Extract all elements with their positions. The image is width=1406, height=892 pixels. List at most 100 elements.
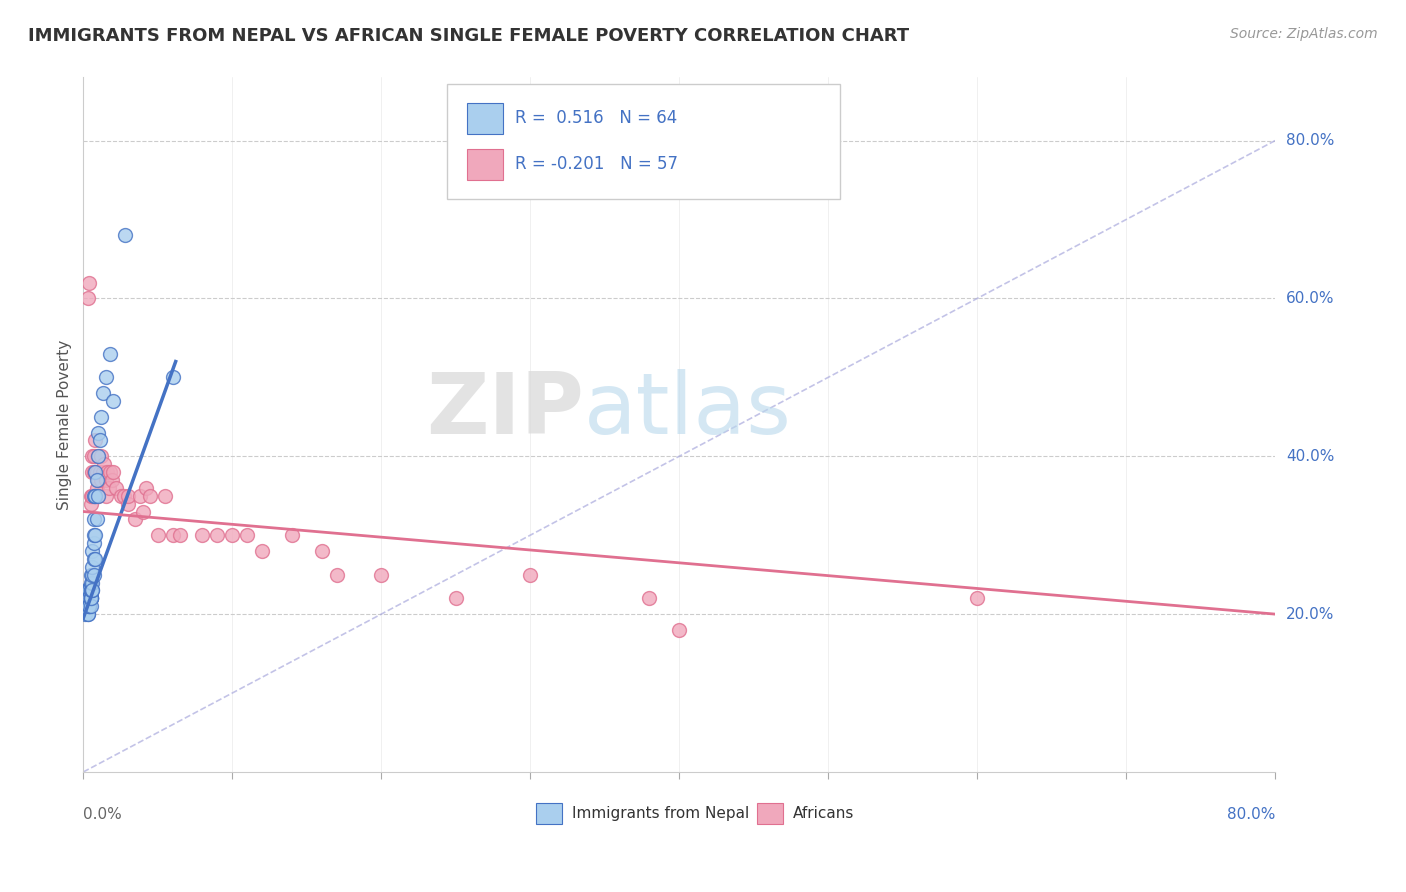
Point <box>221 528 243 542</box>
Point <box>76 599 98 614</box>
Point <box>76 591 98 606</box>
Point <box>77 599 100 614</box>
Point <box>444 591 467 606</box>
Point <box>966 591 988 606</box>
Point <box>105 481 128 495</box>
Point <box>519 567 541 582</box>
Point <box>83 552 105 566</box>
Point <box>84 552 107 566</box>
FancyBboxPatch shape <box>447 85 841 199</box>
Point <box>76 583 98 598</box>
Point <box>91 386 114 401</box>
Point <box>117 497 139 511</box>
Point <box>132 504 155 518</box>
Point <box>77 583 100 598</box>
Point <box>80 591 103 606</box>
Point <box>169 528 191 542</box>
Point <box>89 434 111 448</box>
Point <box>86 465 108 479</box>
Point <box>77 599 100 614</box>
Point <box>82 465 104 479</box>
Text: R = -0.201   N = 57: R = -0.201 N = 57 <box>515 154 678 172</box>
Point <box>129 489 152 503</box>
Point <box>75 599 97 614</box>
Point <box>84 465 107 479</box>
Point <box>87 425 110 440</box>
Point <box>76 599 98 614</box>
Point <box>73 607 96 621</box>
Text: 40.0%: 40.0% <box>1286 449 1334 464</box>
Point <box>84 528 107 542</box>
Bar <box>536 803 562 824</box>
Point <box>76 599 98 614</box>
Point <box>86 473 108 487</box>
Point <box>370 567 392 582</box>
Point <box>325 567 347 582</box>
Point <box>162 370 184 384</box>
Point <box>668 623 690 637</box>
Text: Source: ZipAtlas.com: Source: ZipAtlas.com <box>1230 27 1378 41</box>
Point <box>83 450 105 464</box>
Point <box>86 481 108 495</box>
Point <box>76 591 98 606</box>
Point <box>77 591 100 606</box>
Point <box>73 591 96 606</box>
Point <box>87 489 110 503</box>
Text: 80.0%: 80.0% <box>1227 806 1275 822</box>
Point <box>84 465 107 479</box>
Point <box>100 473 122 487</box>
Point <box>311 544 333 558</box>
Text: atlas: atlas <box>583 369 792 452</box>
Point <box>87 489 110 503</box>
Point <box>84 489 107 503</box>
Text: R =  0.516   N = 64: R = 0.516 N = 64 <box>515 109 678 127</box>
Point <box>75 591 97 606</box>
Point <box>80 583 103 598</box>
Point <box>84 434 107 448</box>
Text: IMMIGRANTS FROM NEPAL VS AFRICAN SINGLE FEMALE POVERTY CORRELATION CHART: IMMIGRANTS FROM NEPAL VS AFRICAN SINGLE … <box>28 27 910 45</box>
Bar <box>467 103 503 135</box>
Y-axis label: Single Female Poverty: Single Female Poverty <box>58 340 72 510</box>
Point <box>250 544 273 558</box>
Point <box>80 489 103 503</box>
Point <box>83 567 105 582</box>
Bar <box>756 803 783 824</box>
Point <box>207 528 229 542</box>
Point <box>91 465 114 479</box>
Point <box>90 409 112 424</box>
Point <box>87 473 110 487</box>
Point <box>162 528 184 542</box>
Point <box>83 528 105 542</box>
Point <box>76 591 98 606</box>
Point <box>80 575 103 590</box>
Point <box>77 591 100 606</box>
Point <box>82 567 104 582</box>
Point <box>112 489 135 503</box>
Point <box>80 591 103 606</box>
Point <box>75 591 97 606</box>
Point <box>76 607 98 621</box>
Point <box>77 591 100 606</box>
Point <box>93 457 115 471</box>
Point <box>82 583 104 598</box>
Point <box>82 544 104 558</box>
Point <box>83 536 105 550</box>
Point <box>87 450 110 464</box>
Point <box>117 489 139 503</box>
Point <box>80 591 103 606</box>
Point <box>281 528 304 542</box>
Point <box>77 591 100 606</box>
Text: 80.0%: 80.0% <box>1286 133 1334 148</box>
Text: Africans: Africans <box>793 806 853 822</box>
Point <box>96 465 118 479</box>
Point <box>80 591 103 606</box>
Point <box>638 591 661 606</box>
Point <box>97 481 120 495</box>
Point <box>101 465 124 479</box>
Point <box>82 450 104 464</box>
Text: 60.0%: 60.0% <box>1286 291 1334 306</box>
Point <box>82 559 104 574</box>
Point <box>98 465 121 479</box>
Point <box>191 528 214 542</box>
Point <box>82 575 104 590</box>
